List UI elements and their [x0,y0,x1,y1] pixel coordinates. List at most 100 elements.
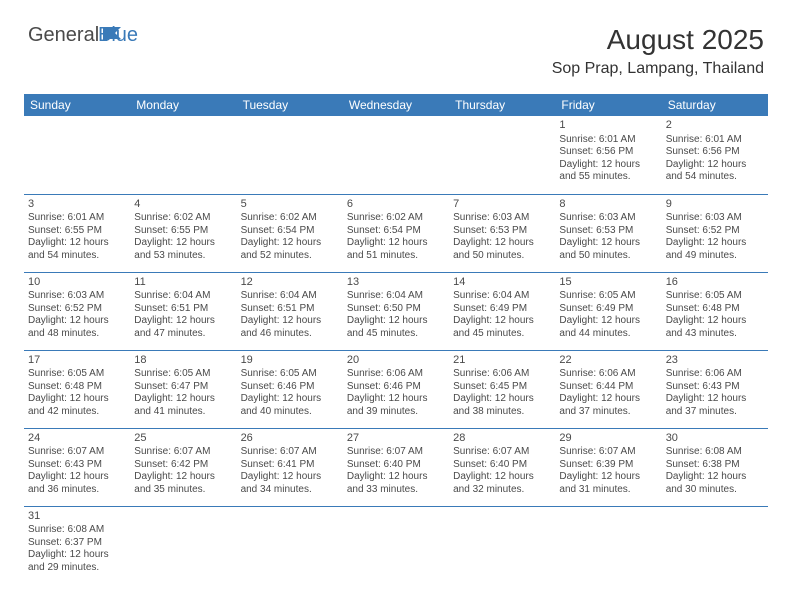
daylight-text: Daylight: 12 hours and 39 minutes. [347,393,445,418]
sunrise-text: Sunrise: 6:03 AM [666,212,764,225]
day-number: 19 [241,354,339,368]
sunset-text: Sunset: 6:52 PM [666,225,764,238]
day-number: 16 [666,276,764,290]
sunrise-text: Sunrise: 6:07 AM [241,446,339,459]
sunset-text: Sunset: 6:50 PM [347,303,445,316]
daylight-text: Daylight: 12 hours and 34 minutes. [241,471,339,496]
calendar-cell: 28Sunrise: 6:07 AMSunset: 6:40 PMDayligh… [449,428,555,506]
sunset-text: Sunset: 6:45 PM [453,381,551,394]
sunset-text: Sunset: 6:53 PM [453,225,551,238]
day-header: Wednesday [343,94,449,116]
calendar-cell [237,116,343,194]
calendar-cell: 8Sunrise: 6:03 AMSunset: 6:53 PMDaylight… [555,194,661,272]
calendar-cell: 10Sunrise: 6:03 AMSunset: 6:52 PMDayligh… [24,272,130,350]
sunset-text: Sunset: 6:41 PM [241,459,339,472]
day-number: 28 [453,432,551,446]
calendar-cell: 1Sunrise: 6:01 AMSunset: 6:56 PMDaylight… [555,116,661,194]
daylight-text: Daylight: 12 hours and 46 minutes. [241,315,339,340]
daylight-text: Daylight: 12 hours and 43 minutes. [666,315,764,340]
sunrise-text: Sunrise: 6:04 AM [241,290,339,303]
day-number: 4 [134,198,232,212]
calendar-cell [662,506,768,584]
day-number: 30 [666,432,764,446]
calendar-cell [24,116,130,194]
daylight-text: Daylight: 12 hours and 52 minutes. [241,237,339,262]
day-number: 3 [28,198,126,212]
day-header: Thursday [449,94,555,116]
sunrise-text: Sunrise: 6:04 AM [347,290,445,303]
day-number: 17 [28,354,126,368]
sunset-text: Sunset: 6:40 PM [347,459,445,472]
calendar-cell: 27Sunrise: 6:07 AMSunset: 6:40 PMDayligh… [343,428,449,506]
day-number: 11 [134,276,232,290]
calendar-row: 31Sunrise: 6:08 AMSunset: 6:37 PMDayligh… [24,506,768,584]
sunset-text: Sunset: 6:39 PM [559,459,657,472]
sunset-text: Sunset: 6:54 PM [347,225,445,238]
page-title: August 2025 [552,24,764,56]
daylight-text: Daylight: 12 hours and 33 minutes. [347,471,445,496]
calendar-cell [343,506,449,584]
calendar-cell: 4Sunrise: 6:02 AMSunset: 6:55 PMDaylight… [130,194,236,272]
calendar-cell: 11Sunrise: 6:04 AMSunset: 6:51 PMDayligh… [130,272,236,350]
day-number: 29 [559,432,657,446]
sunrise-text: Sunrise: 6:08 AM [666,446,764,459]
sunset-text: Sunset: 6:52 PM [28,303,126,316]
daylight-text: Daylight: 12 hours and 47 minutes. [134,315,232,340]
sunrise-text: Sunrise: 6:04 AM [453,290,551,303]
calendar-cell: 31Sunrise: 6:08 AMSunset: 6:37 PMDayligh… [24,506,130,584]
daylight-text: Daylight: 12 hours and 41 minutes. [134,393,232,418]
sunrise-text: Sunrise: 6:02 AM [134,212,232,225]
sunset-text: Sunset: 6:56 PM [559,146,657,159]
sunrise-text: Sunrise: 6:06 AM [666,368,764,381]
sunrise-text: Sunrise: 6:01 AM [666,134,764,147]
day-number: 15 [559,276,657,290]
daylight-text: Daylight: 12 hours and 36 minutes. [28,471,126,496]
daylight-text: Daylight: 12 hours and 37 minutes. [559,393,657,418]
day-number: 25 [134,432,232,446]
sunset-text: Sunset: 6:40 PM [453,459,551,472]
calendar-cell: 13Sunrise: 6:04 AMSunset: 6:50 PMDayligh… [343,272,449,350]
daylight-text: Daylight: 12 hours and 50 minutes. [559,237,657,262]
sunset-text: Sunset: 6:37 PM [28,537,126,550]
calendar-cell: 22Sunrise: 6:06 AMSunset: 6:44 PMDayligh… [555,350,661,428]
calendar-cell: 17Sunrise: 6:05 AMSunset: 6:48 PMDayligh… [24,350,130,428]
sunset-text: Sunset: 6:51 PM [134,303,232,316]
daylight-text: Daylight: 12 hours and 29 minutes. [28,549,126,574]
calendar-cell: 30Sunrise: 6:08 AMSunset: 6:38 PMDayligh… [662,428,768,506]
logo-subtext-wrap: Blue [28,50,68,73]
calendar-cell: 9Sunrise: 6:03 AMSunset: 6:52 PMDaylight… [662,194,768,272]
calendar-cell: 2Sunrise: 6:01 AMSunset: 6:56 PMDaylight… [662,116,768,194]
calendar-cell: 21Sunrise: 6:06 AMSunset: 6:45 PMDayligh… [449,350,555,428]
calendar-cell: 7Sunrise: 6:03 AMSunset: 6:53 PMDaylight… [449,194,555,272]
day-number: 12 [241,276,339,290]
sunrise-text: Sunrise: 6:07 AM [134,446,232,459]
sunrise-text: Sunrise: 6:02 AM [241,212,339,225]
daylight-text: Daylight: 12 hours and 45 minutes. [453,315,551,340]
calendar-header-row: Sunday Monday Tuesday Wednesday Thursday… [24,94,768,116]
sunset-text: Sunset: 6:47 PM [134,381,232,394]
sunset-text: Sunset: 6:48 PM [666,303,764,316]
calendar-cell: 15Sunrise: 6:05 AMSunset: 6:49 PMDayligh… [555,272,661,350]
calendar-cell: 3Sunrise: 6:01 AMSunset: 6:55 PMDaylight… [24,194,130,272]
day-number: 27 [347,432,445,446]
sunset-text: Sunset: 6:38 PM [666,459,764,472]
calendar-cell [237,506,343,584]
calendar-cell [555,506,661,584]
sunrise-text: Sunrise: 6:04 AM [134,290,232,303]
daylight-text: Daylight: 12 hours and 35 minutes. [134,471,232,496]
sunrise-text: Sunrise: 6:07 AM [347,446,445,459]
daylight-text: Daylight: 12 hours and 40 minutes. [241,393,339,418]
sunset-text: Sunset: 6:42 PM [134,459,232,472]
daylight-text: Daylight: 12 hours and 31 minutes. [559,471,657,496]
calendar-cell: 25Sunrise: 6:07 AMSunset: 6:42 PMDayligh… [130,428,236,506]
day-number: 13 [347,276,445,290]
calendar-row: 3Sunrise: 6:01 AMSunset: 6:55 PMDaylight… [24,194,768,272]
sunrise-text: Sunrise: 6:07 AM [559,446,657,459]
calendar-cell: 16Sunrise: 6:05 AMSunset: 6:48 PMDayligh… [662,272,768,350]
daylight-text: Daylight: 12 hours and 54 minutes. [666,159,764,184]
day-number: 24 [28,432,126,446]
day-number: 14 [453,276,551,290]
daylight-text: Daylight: 12 hours and 51 minutes. [347,237,445,262]
sunrise-text: Sunrise: 6:08 AM [28,524,126,537]
sunset-text: Sunset: 6:44 PM [559,381,657,394]
